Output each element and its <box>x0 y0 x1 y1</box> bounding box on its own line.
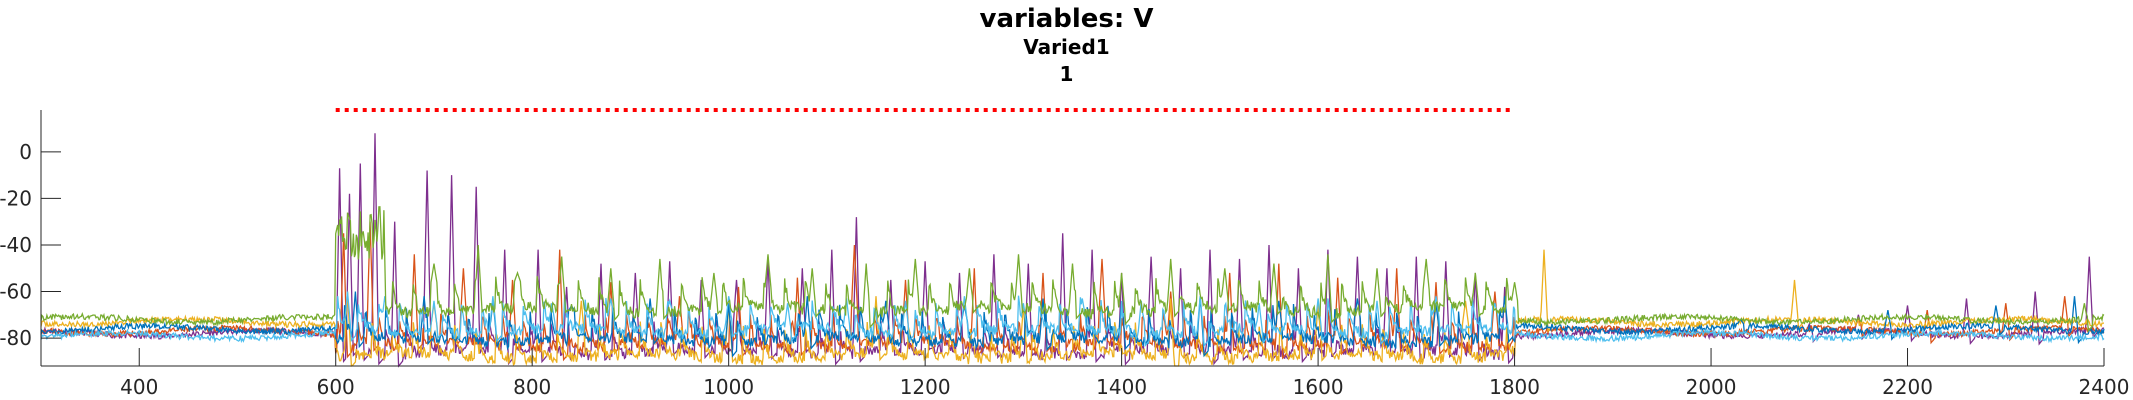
chart-title: variables: V <box>979 4 1154 34</box>
x-tick-label: 600 <box>317 375 355 399</box>
x-tick-label: 1600 <box>1293 375 1344 399</box>
chart-title-block: variables: V Varied1 1 <box>0 4 2133 88</box>
chart-subtitle-2: 1 <box>1059 62 1074 86</box>
y-tick-label: -60 <box>0 280 32 304</box>
series-layer <box>40 133 2105 368</box>
x-tick-label: 1400 <box>1096 375 1147 399</box>
x-tick-label: 1000 <box>703 375 754 399</box>
y-tick-label: -20 <box>0 186 32 210</box>
y-tick-label: -80 <box>0 326 32 350</box>
x-tick-label: 2200 <box>1882 375 1933 399</box>
chart-subtitle-1: Varied1 <box>1023 35 1110 59</box>
x-tick-label: 2000 <box>1686 375 1737 399</box>
y-tick-label: 0 <box>19 140 32 164</box>
y-tick-label: -40 <box>0 233 32 257</box>
x-tick-label: 2400 <box>2079 375 2130 399</box>
x-tick-label: 1200 <box>900 375 951 399</box>
series-line-6 <box>40 206 2105 333</box>
series-line-4 <box>40 291 2105 358</box>
x-tick-label: 1800 <box>1489 375 1540 399</box>
axis-layer: 400 600 800 1000 1200 1400 1600 1800 2000 2200 240… <box>0 110 2129 399</box>
x-tick-label: 800 <box>513 375 551 399</box>
series-line-5 <box>40 291 2105 348</box>
x-tick-label: 400 <box>120 375 158 399</box>
